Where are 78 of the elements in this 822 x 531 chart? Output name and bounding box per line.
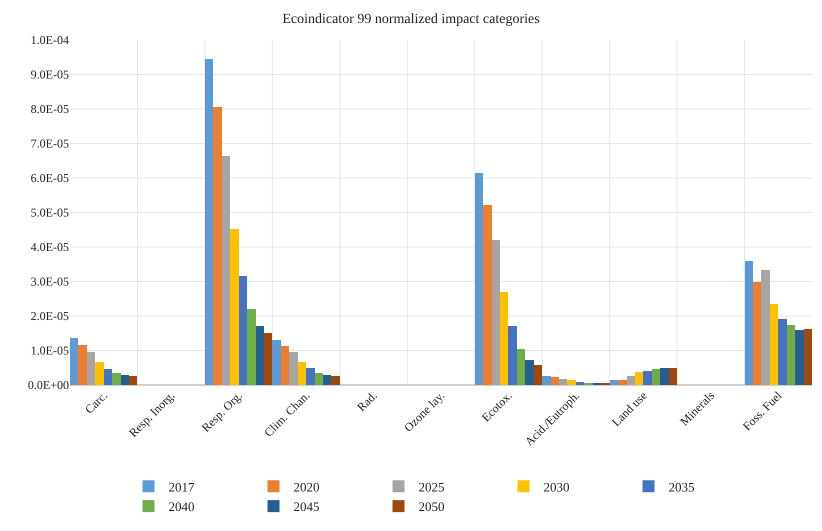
bar <box>795 330 804 385</box>
legend-label: 2030 <box>544 479 570 494</box>
bar <box>70 338 78 385</box>
y-tick-label: 8.0E-05 <box>30 102 69 116</box>
bar <box>104 369 112 385</box>
bar <box>492 240 500 385</box>
bar <box>787 325 795 385</box>
bar <box>753 282 761 385</box>
legend-label: 2025 <box>418 479 444 494</box>
bar <box>483 205 492 385</box>
y-tick-label: 5.0E-05 <box>30 206 69 220</box>
bar <box>112 373 121 385</box>
bar <box>669 368 677 385</box>
bar <box>331 376 340 385</box>
bar <box>567 380 576 385</box>
bar <box>508 326 517 385</box>
bar <box>306 368 315 385</box>
bar <box>323 375 331 385</box>
bar <box>272 340 281 385</box>
chart-title: Ecoindicator 99 normalized impact categories <box>282 12 540 28</box>
bar <box>205 59 213 385</box>
bar <box>660 368 669 385</box>
bar <box>264 333 272 385</box>
bar <box>121 375 129 385</box>
bar <box>551 377 559 385</box>
x-tick-label: Rad. <box>354 388 380 414</box>
bar <box>230 229 239 385</box>
legend-label: 2040 <box>168 499 194 514</box>
bar <box>534 365 542 385</box>
legend-label: 2017 <box>168 479 195 494</box>
bar <box>542 376 551 385</box>
legend-label: 2050 <box>418 499 444 514</box>
bar <box>525 360 534 385</box>
bar <box>213 107 222 385</box>
bar <box>804 329 812 385</box>
bar <box>618 380 627 385</box>
bar <box>281 346 289 385</box>
y-tick-label: 4.0E-05 <box>30 240 69 254</box>
y-tick-label: 7.0E-05 <box>30 136 69 151</box>
bar <box>315 373 323 385</box>
y-tick-label: 1.0E-05 <box>30 344 69 358</box>
bar <box>239 276 247 385</box>
y-tick-label: 1.0E-04 <box>30 33 69 48</box>
bar <box>576 382 584 385</box>
x-tick-label: Carc. <box>82 388 110 417</box>
x-tick-label: Foss. Fuel <box>740 388 786 434</box>
bar <box>256 326 264 385</box>
y-tick-label: 2.0E-05 <box>30 309 69 324</box>
bar <box>129 376 137 385</box>
bar <box>745 261 753 385</box>
bar <box>627 376 635 385</box>
bar <box>761 270 770 385</box>
bar <box>247 309 256 385</box>
y-tick-label: 0.0E+00 <box>28 378 69 392</box>
x-tick-label: Resp. Org. <box>198 388 246 435</box>
legend-label: 2020 <box>294 479 320 494</box>
y-tick-label: 6.0E-05 <box>30 171 69 186</box>
bar <box>652 369 660 385</box>
bar <box>95 362 104 385</box>
x-tick-label: Clim. Chan. <box>261 388 312 440</box>
bar <box>298 362 306 385</box>
legend-label: 2035 <box>668 479 694 494</box>
bar <box>778 319 787 385</box>
bar <box>475 173 483 385</box>
bar <box>517 349 525 385</box>
bar <box>643 371 652 385</box>
bar <box>78 345 87 385</box>
legend-label: 2045 <box>294 499 320 514</box>
bar <box>610 380 618 385</box>
bar <box>770 304 778 385</box>
bar <box>87 352 95 385</box>
y-tick-label: 3.0E-05 <box>30 274 69 289</box>
bar <box>222 156 230 385</box>
bar <box>559 379 567 385</box>
bar <box>500 292 508 385</box>
y-tick-label: 9.0E-05 <box>30 68 69 82</box>
bar <box>635 372 643 385</box>
bar <box>289 352 298 385</box>
